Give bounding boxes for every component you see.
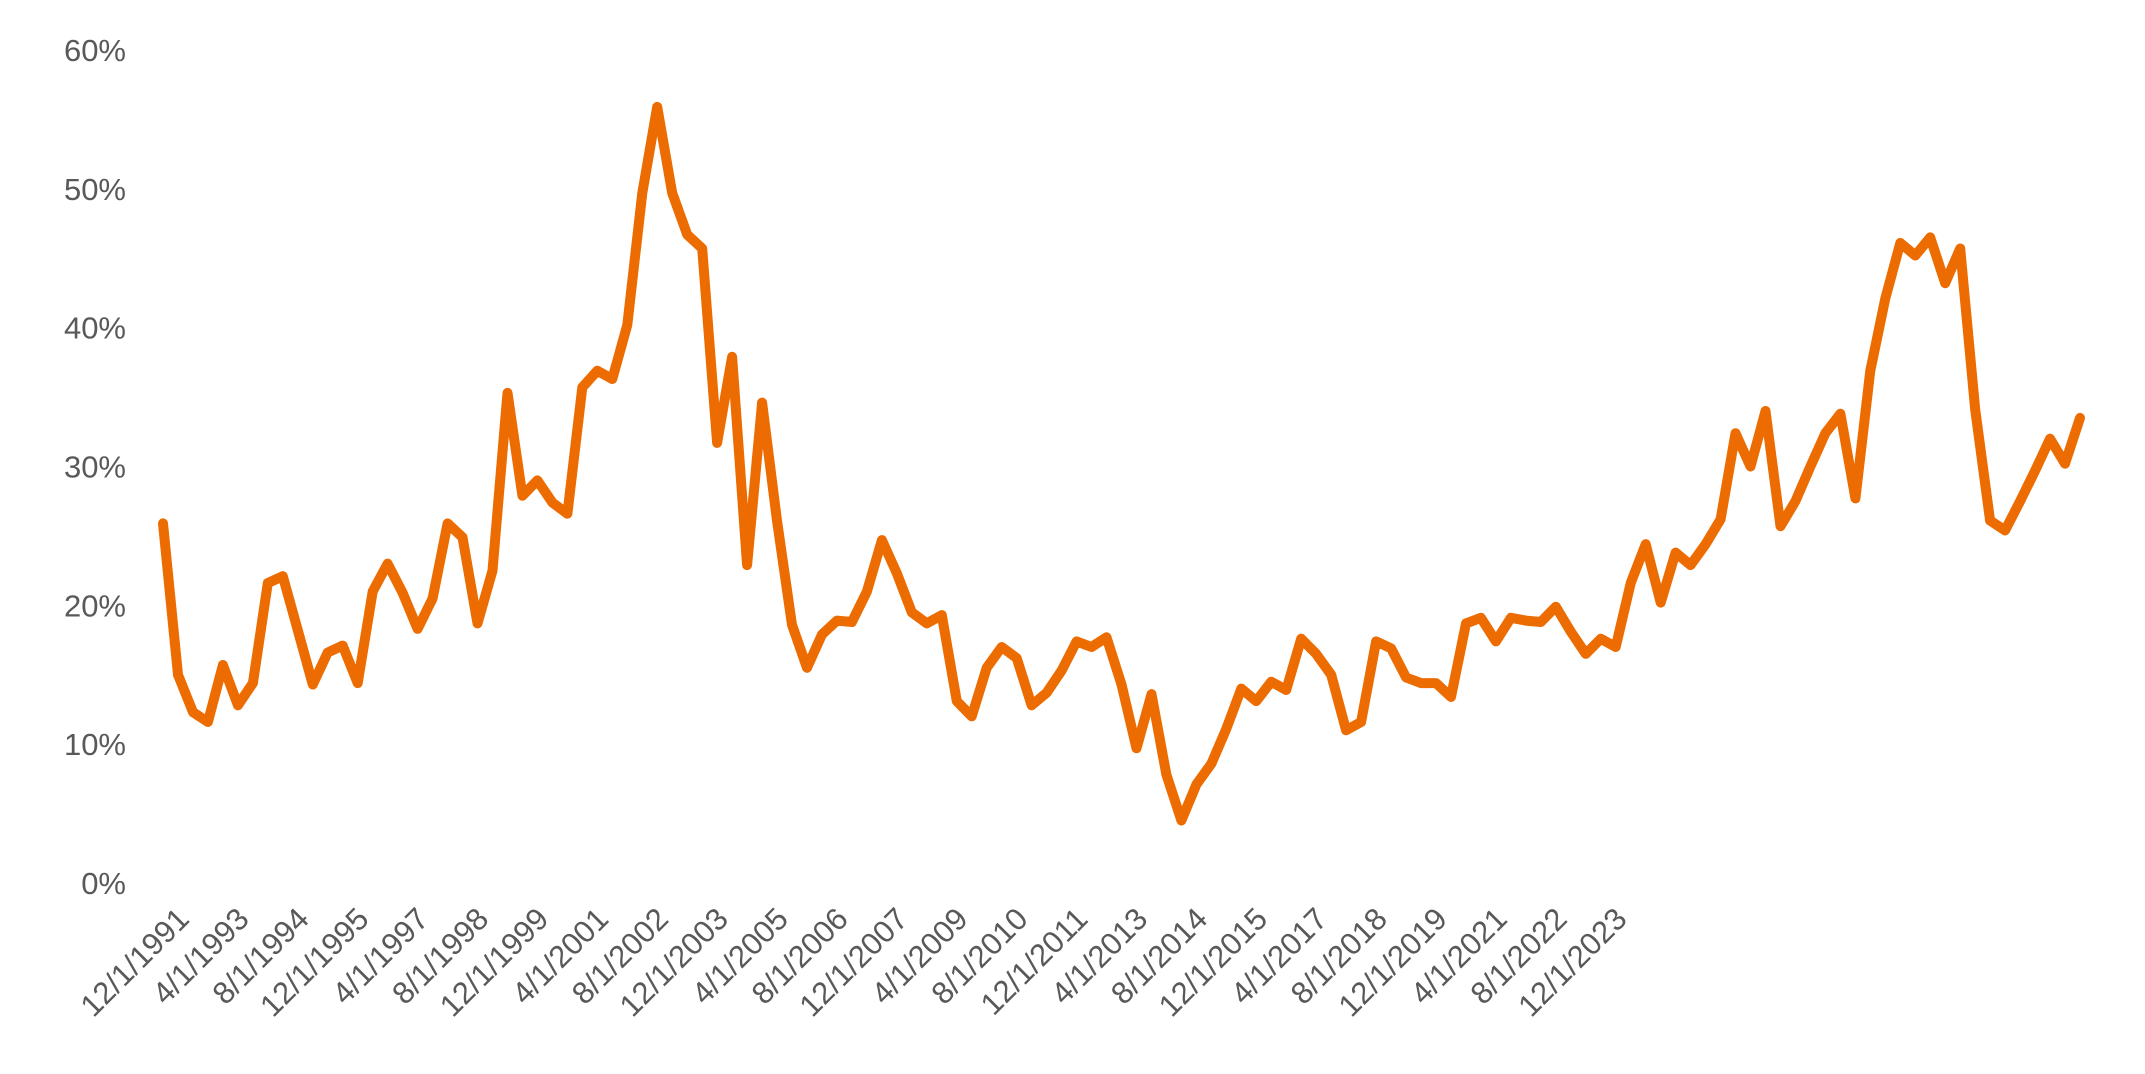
series-line — [158, 101, 2085, 826]
x-axis: 12/1/19914/1/19938/1/199412/1/19954/1/19… — [74, 901, 1634, 1023]
y-tick-label: 0% — [81, 866, 126, 901]
y-tick-label: 60% — [64, 33, 126, 68]
series-layer — [158, 101, 2085, 826]
y-tick-label: 30% — [64, 450, 126, 485]
y-tick-label: 40% — [64, 311, 126, 346]
y-tick-label: 20% — [64, 588, 126, 623]
y-axis: 0% 10% 20% 30% 40% 50% 60% — [64, 33, 126, 901]
y-tick-label: 50% — [64, 172, 126, 207]
y-tick-label: 10% — [64, 727, 126, 762]
